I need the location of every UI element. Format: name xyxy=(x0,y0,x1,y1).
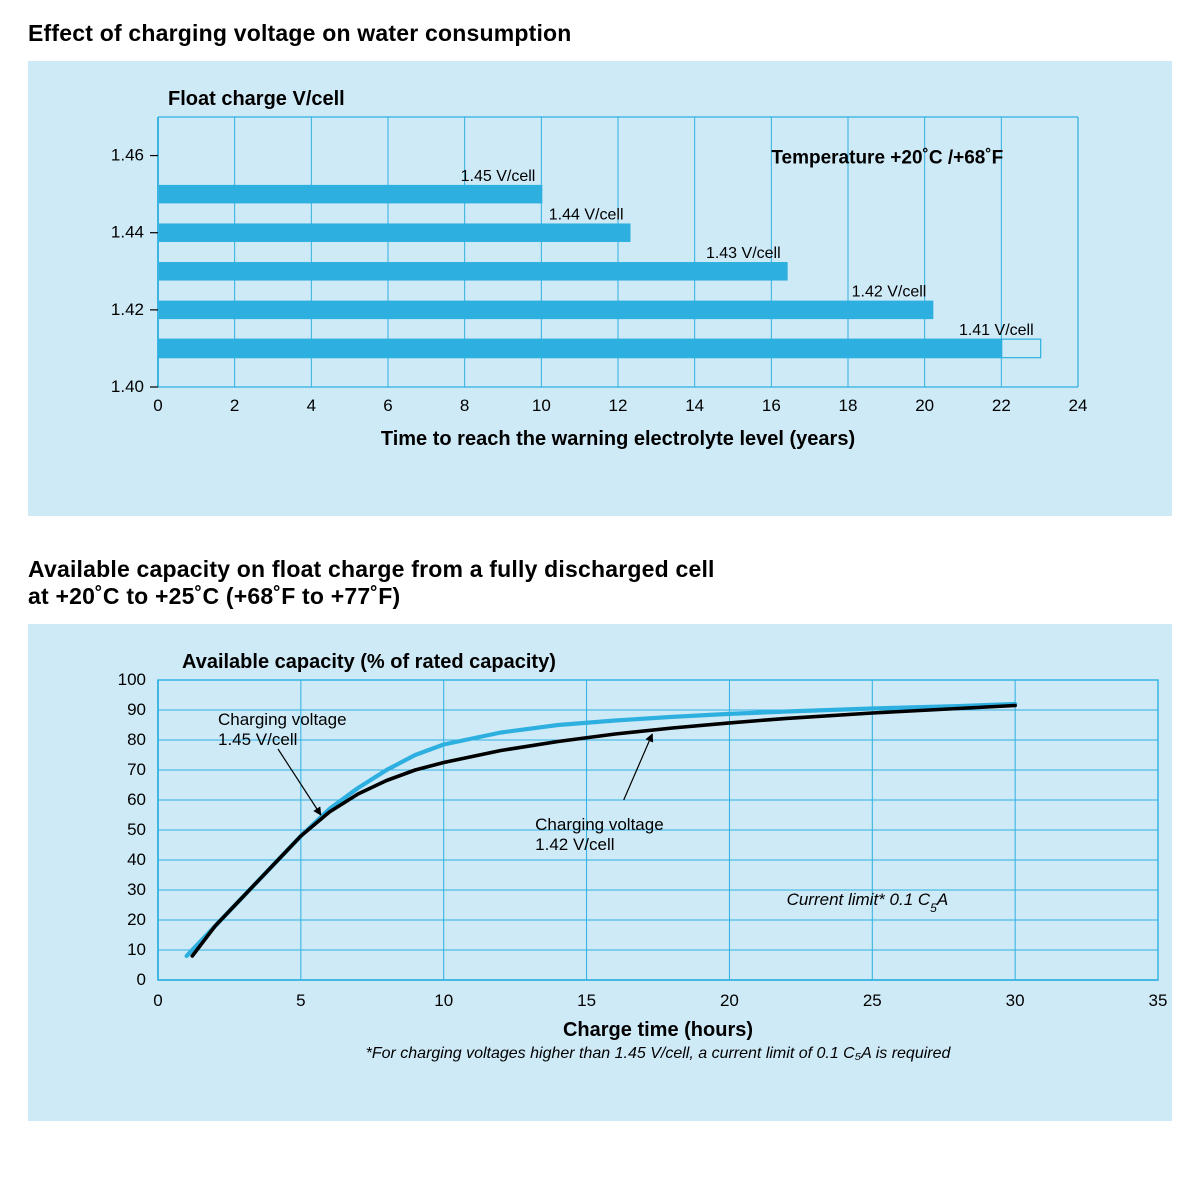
x-tick: 22 xyxy=(992,396,1011,415)
y-tick: 1.44 xyxy=(111,223,144,242)
chart2-y-title: Available capacity (% of rated capacity) xyxy=(182,651,556,673)
bar-label: 1.43 V/cell xyxy=(706,245,781,262)
y-tick: 70 xyxy=(127,760,146,779)
x-tick: 20 xyxy=(915,396,934,415)
callout-arrow xyxy=(624,734,653,800)
x-tick: 5 xyxy=(296,991,305,1010)
x-tick: 0 xyxy=(153,396,162,415)
y-tick: 30 xyxy=(127,880,146,899)
x-tick: 15 xyxy=(577,991,596,1010)
chart2-title: Available capacity on float charge from … xyxy=(28,556,1172,610)
y-tick: 1.46 xyxy=(111,146,144,165)
bar xyxy=(159,262,788,281)
x-tick: 20 xyxy=(720,991,739,1010)
current-limit-note: Current limit* 0.1 C5A xyxy=(787,890,949,915)
y-tick: 100 xyxy=(118,670,146,689)
series-label: Charging voltage xyxy=(218,710,347,729)
bar xyxy=(159,339,1002,358)
bar xyxy=(159,223,631,242)
y-tick: 20 xyxy=(127,910,146,929)
chart2-x-title: Charge time (hours) xyxy=(563,1019,753,1041)
x-tick: 35 xyxy=(1149,991,1168,1010)
x-tick: 6 xyxy=(383,396,392,415)
bar-label: 1.42 V/cell xyxy=(852,284,927,301)
x-tick: 10 xyxy=(532,396,551,415)
chart2-panel: Available capacity (% of rated capacity)… xyxy=(28,624,1172,1121)
chart1-plot: Float charge V/cell024681012141618202224… xyxy=(58,81,1118,487)
x-tick: 16 xyxy=(762,396,781,415)
x-tick: 12 xyxy=(609,396,628,415)
x-tick: 18 xyxy=(839,396,858,415)
y-tick: 10 xyxy=(127,940,146,959)
y-tick: 0 xyxy=(137,970,146,989)
temperature-note: Temperature +20˚C /+68˚F xyxy=(771,147,1003,168)
x-tick: 30 xyxy=(1006,991,1025,1010)
bar-label: 1.44 V/cell xyxy=(549,206,624,223)
x-tick: 4 xyxy=(307,396,316,415)
x-tick: 0 xyxy=(153,991,162,1010)
x-tick: 24 xyxy=(1069,396,1088,415)
x-tick: 2 xyxy=(230,396,239,415)
chart1-y-title: Float charge V/cell xyxy=(168,88,345,110)
chart1-panel: Float charge V/cell024681012141618202224… xyxy=(28,61,1172,516)
bar xyxy=(159,301,933,320)
chart2-plot: Available capacity (% of rated capacity)… xyxy=(58,644,1200,1092)
y-tick: 1.40 xyxy=(111,377,144,396)
series-label: Charging voltage xyxy=(535,815,664,834)
x-tick: 25 xyxy=(863,991,882,1010)
bar-label: 1.41 V/cell xyxy=(959,322,1034,339)
series-label: 1.42 V/cell xyxy=(535,835,614,854)
y-tick: 90 xyxy=(127,700,146,719)
y-tick: 60 xyxy=(127,790,146,809)
chart1-title: Effect of charging voltage on water cons… xyxy=(28,20,1172,47)
y-tick: 1.42 xyxy=(111,300,144,319)
bar xyxy=(159,185,542,204)
y-tick: 40 xyxy=(127,850,146,869)
bar-label: 1.45 V/cell xyxy=(461,168,536,185)
y-tick: 50 xyxy=(127,820,146,839)
series-label: 1.45 V/cell xyxy=(218,730,297,749)
y-tick: 80 xyxy=(127,730,146,749)
chart2-footnote: *For charging voltages higher than 1.45 … xyxy=(366,1045,952,1062)
chart1-x-title: Time to reach the warning electrolyte le… xyxy=(381,428,855,450)
x-tick: 8 xyxy=(460,396,469,415)
x-tick: 14 xyxy=(685,396,704,415)
x-tick: 10 xyxy=(434,991,453,1010)
callout-arrow xyxy=(278,749,321,815)
